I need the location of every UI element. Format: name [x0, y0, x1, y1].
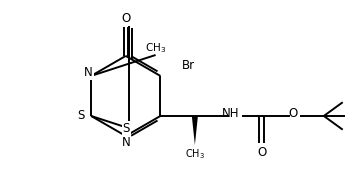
Text: S: S — [78, 109, 85, 122]
Text: N: N — [121, 136, 130, 149]
Text: CH$_3$: CH$_3$ — [185, 147, 205, 161]
Text: O: O — [121, 12, 130, 25]
Text: Br: Br — [182, 59, 195, 72]
Polygon shape — [192, 116, 198, 145]
Text: O: O — [257, 146, 266, 159]
Text: NH: NH — [222, 107, 239, 120]
Text: O: O — [288, 107, 297, 120]
Text: CH$_3$: CH$_3$ — [145, 41, 166, 55]
Text: S: S — [123, 122, 130, 135]
Text: N: N — [84, 66, 93, 78]
